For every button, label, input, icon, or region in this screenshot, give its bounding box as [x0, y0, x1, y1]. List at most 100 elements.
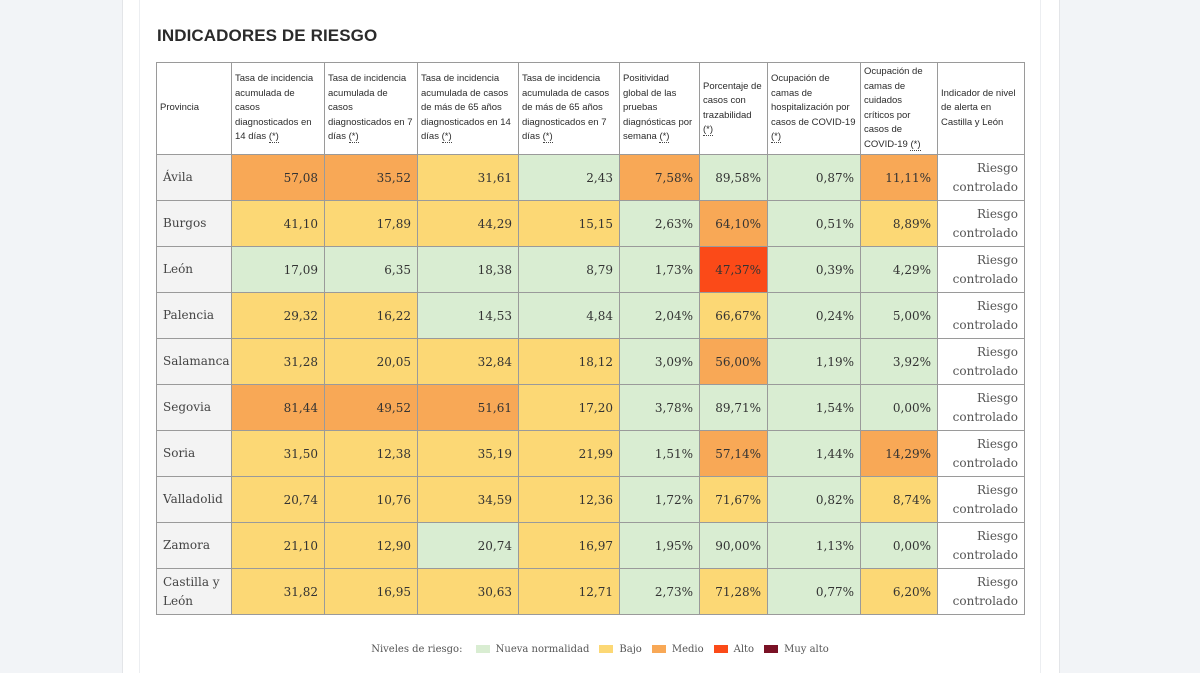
table-body: Ávila 57,08 35,52 31,61 2,43 7,58% 89,58% 0,87%… — [156, 154, 1025, 615]
indicator-value-cell: 12,36 — [518, 476, 620, 523]
indicator-value-cell: 17,09 — [231, 246, 325, 293]
legend-item: Muy alto — [764, 644, 829, 655]
indicator-value-cell: 1,54% — [767, 384, 861, 431]
indicator-value-cell: 21,10 — [231, 522, 325, 569]
column-header: Ocupación de camas de cuidados críticos … — [860, 62, 938, 155]
table-row: Zamora 21,10 12,90 20,74 16,97 1,95% 90,00% 1,1… — [156, 522, 1025, 569]
indicator-value-cell: 7,58% — [619, 154, 700, 201]
table-row: Salamanca 31,28 20,05 32,84 18,12 3,09% 56,00%… — [156, 338, 1025, 385]
footnote-link[interactable]: (*) — [268, 131, 279, 144]
indicator-value-cell: 12,38 — [324, 430, 418, 477]
indicator-value-cell: 18,12 — [518, 338, 620, 385]
indicator-value-cell: 29,32 — [231, 292, 325, 339]
indicator-value-cell: 0,87% — [767, 154, 861, 201]
indicator-value-cell: 14,29% — [860, 430, 938, 477]
indicator-value-cell: 71,67% — [699, 476, 768, 523]
indicator-value-cell: 44,29 — [417, 200, 519, 247]
footnote-link[interactable]: (*) — [659, 131, 670, 144]
column-header: Porcentaje de casos con trazabilidad (*) — [699, 62, 768, 155]
risk-indicators-table: Provincia Tasa de incidencia acumulada de… — [156, 62, 1025, 615]
indicator-value-cell: 1,44% — [767, 430, 861, 477]
indicator-value-cell: 31,82 — [231, 568, 325, 615]
alert-level-cell: Riesgo controlado — [937, 430, 1025, 477]
indicator-value-cell: 0,24% — [767, 292, 861, 339]
legend-item: Bajo — [599, 644, 642, 655]
indicator-value-cell: 1,95% — [619, 522, 700, 569]
table-row: Castilla y León 31,82 16,95 30,63 12,71 2,73%… — [156, 568, 1025, 615]
column-header: Provincia — [156, 62, 232, 155]
column-header-label: Porcentaje de casos con trazabilidad — [703, 80, 762, 121]
legend-title: Niveles de riesgo: — [371, 644, 463, 655]
column-header-label: Ocupación de camas de hospitalización po… — [771, 73, 856, 128]
alert-level-cell: Riesgo controlado — [937, 338, 1025, 385]
legend-label: Muy alto — [784, 644, 829, 655]
footnote-link[interactable]: (*) — [910, 138, 921, 151]
column-header: Tasa de incidencia acumulada de casos di… — [231, 62, 325, 155]
indicator-value-cell: 34,59 — [417, 476, 519, 523]
footnote-link[interactable]: (*) — [771, 131, 782, 144]
legend-item: Nueva normalidad — [475, 644, 589, 655]
column-header-label: Tasa de incidencia acumulada de casos de… — [522, 73, 610, 143]
legend-item: Alto — [713, 644, 754, 655]
indicator-value-cell: 2,43 — [518, 154, 620, 201]
province-name: Castilla y León — [156, 568, 232, 615]
column-header: Tasa de incidencia acumulada de casos de… — [518, 62, 620, 155]
indicator-value-cell: 18,38 — [417, 246, 519, 293]
indicator-value-cell: 31,50 — [231, 430, 325, 477]
table-row: Soria 31,50 12,38 35,19 21,99 1,51% 57,14% 1,44… — [156, 430, 1025, 477]
indicator-value-cell: 0,82% — [767, 476, 861, 523]
indicator-value-cell: 31,28 — [231, 338, 325, 385]
column-header: Tasa de incidencia acumulada de casos de… — [417, 62, 519, 155]
column-header-label: Tasa de incidencia acumulada de casos di… — [328, 73, 413, 143]
footnote-link[interactable]: (*) — [542, 131, 553, 144]
footnote-link[interactable]: (*) — [441, 131, 452, 144]
table-row: Ávila 57,08 35,52 31,61 2,43 7,58% 89,58% 0,87%… — [156, 154, 1025, 201]
indicator-value-cell: 0,00% — [860, 384, 938, 431]
footnote-link[interactable]: (*) — [703, 124, 714, 136]
column-header-label: Tasa de incidencia acumulada de casos de… — [421, 73, 511, 143]
indicator-value-cell: 32,84 — [417, 338, 519, 385]
indicator-value-cell: 16,22 — [324, 292, 418, 339]
alert-level-cell: Riesgo controlado — [937, 292, 1025, 339]
column-header-label: Positividad global de las pruebas diagnó… — [623, 73, 693, 143]
indicator-value-cell: 2,73% — [619, 568, 700, 615]
indicator-value-cell: 49,52 — [324, 384, 418, 431]
indicator-value-cell: 1,73% — [619, 246, 700, 293]
indicator-value-cell: 81,44 — [231, 384, 325, 431]
indicator-value-cell: 89,58% — [699, 154, 768, 201]
footnote-link[interactable]: (*) — [348, 131, 359, 144]
legend-swatch — [713, 644, 728, 653]
indicator-value-cell: 56,00% — [699, 338, 768, 385]
alert-level-cell: Riesgo controlado — [937, 154, 1025, 201]
indicator-value-cell: 14,53 — [417, 292, 519, 339]
indicator-value-cell: 0,77% — [767, 568, 861, 615]
legend-swatch — [599, 644, 614, 653]
province-name: Salamanca — [156, 338, 232, 385]
indicator-value-cell: 35,19 — [417, 430, 519, 477]
indicator-value-cell: 0,51% — [767, 200, 861, 247]
column-header: Indicador de nivel de alerta en Castilla… — [937, 62, 1025, 155]
indicator-value-cell: 71,28% — [699, 568, 768, 615]
indicator-value-cell: 0,39% — [767, 246, 861, 293]
province-name: Segovia — [156, 384, 232, 431]
indicator-value-cell: 1,19% — [767, 338, 861, 385]
indicator-value-cell: 12,71 — [518, 568, 620, 615]
indicator-value-cell: 8,79 — [518, 246, 620, 293]
indicator-value-cell: 1,51% — [619, 430, 700, 477]
content-right-rule — [1040, 0, 1041, 673]
column-header: Ocupación de camas de hospitalización po… — [767, 62, 861, 155]
legend-item: Medio — [651, 644, 704, 655]
table-header-row: Provincia Tasa de incidencia acumulada de… — [156, 62, 1025, 155]
indicator-value-cell: 66,67% — [699, 292, 768, 339]
content-left-rule — [139, 0, 140, 673]
legend-label: Medio — [671, 644, 704, 655]
indicator-value-cell: 64,10% — [699, 200, 768, 247]
risk-legend: Niveles de riesgo: Nueva normalidad Bajo M… — [0, 644, 1200, 655]
table-row: Palencia 29,32 16,22 14,53 4,84 2,04% 66,67% 0,… — [156, 292, 1025, 339]
indicator-value-cell: 3,78% — [619, 384, 700, 431]
alert-level-cell: Riesgo controlado — [937, 568, 1025, 615]
indicator-value-cell: 17,20 — [518, 384, 620, 431]
indicator-value-cell: 89,71% — [699, 384, 768, 431]
indicator-value-cell: 1,13% — [767, 522, 861, 569]
indicator-value-cell: 20,74 — [231, 476, 325, 523]
